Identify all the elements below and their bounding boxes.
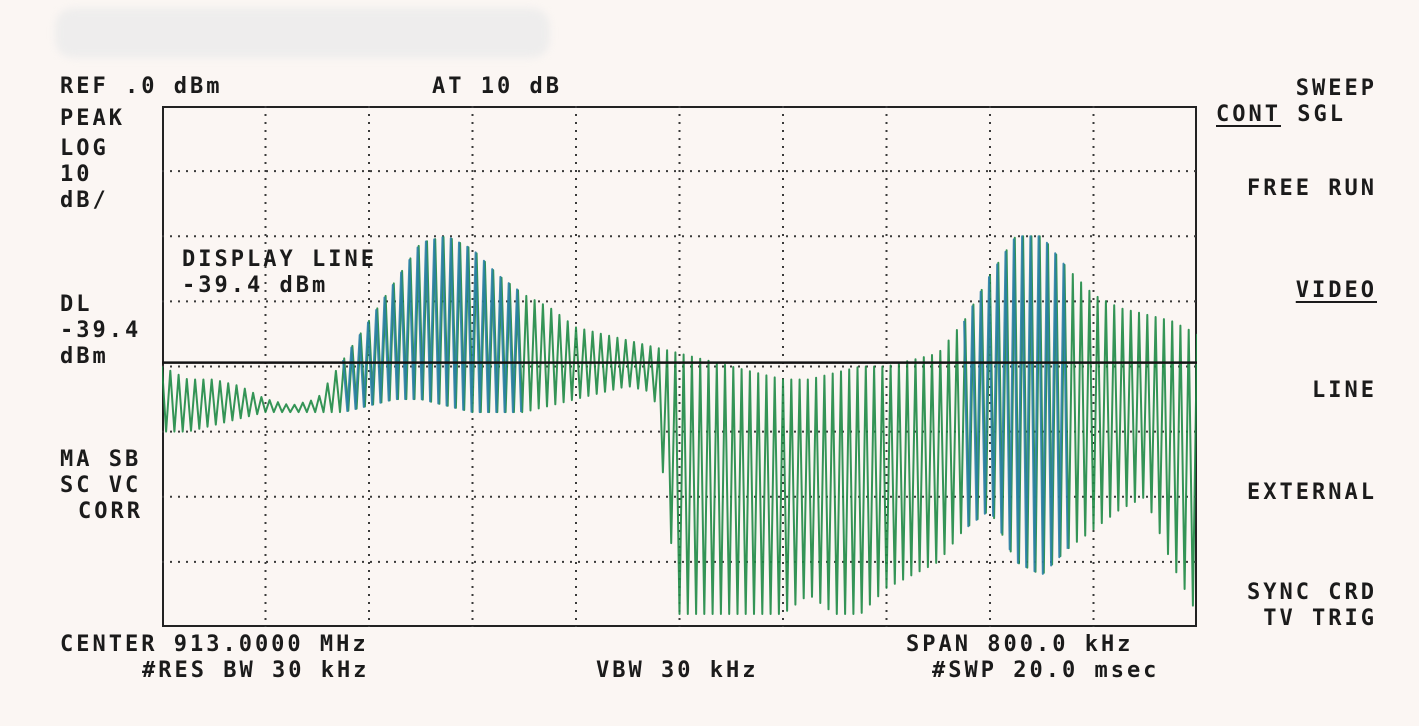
- dl-label: DL: [60, 292, 93, 317]
- rbw-label: #RES BW 30 kHz: [142, 658, 370, 683]
- attenuation-label: AT 10 dB: [432, 74, 562, 99]
- span-label: SPAN 800.0 kHz: [906, 632, 1134, 657]
- scale-unit-label: dB/: [60, 188, 109, 213]
- detector-label: PEAK: [60, 106, 125, 131]
- softkey-sync-crd[interactable]: SYNC CRD: [1247, 580, 1377, 605]
- vbw-label: VBW 30 kHz: [596, 658, 759, 683]
- softkey-sweep-title: SWEEP: [1295, 76, 1377, 101]
- softkey-line[interactable]: LINE: [1312, 378, 1377, 403]
- display-line-annotation-value: -39.4 dBm: [182, 273, 328, 298]
- trace-green-line: [162, 235, 1197, 615]
- softkey-sgl[interactable]: SGL: [1297, 102, 1346, 127]
- status-sc-vc: SC VC: [60, 473, 142, 498]
- softkey-sweep[interactable]: CONT SGL: [1216, 102, 1346, 128]
- dl-unit: dBm: [60, 344, 109, 369]
- dl-value: -39.4: [60, 318, 142, 343]
- softkey-free-run[interactable]: FREE RUN: [1247, 176, 1377, 201]
- softkey-video[interactable]: VIDEO: [1295, 278, 1377, 303]
- trace-blue-peak-right: [963, 235, 1069, 575]
- spectrum-plot: DISPLAY LINE -39.4 dBm: [162, 106, 1197, 627]
- softkey-external[interactable]: EXTERNAL: [1247, 480, 1377, 505]
- status-ma-sb: MA SB: [60, 447, 142, 472]
- status-corr: CORR: [78, 499, 143, 524]
- trace-blue-peak-left: [342, 236, 523, 414]
- trace: [162, 235, 1197, 615]
- scale-value-label: 10: [60, 162, 93, 187]
- center-frequency-label: CENTER 913.0000 MHz: [60, 632, 369, 657]
- reference-level-label: REF .0 dBm: [60, 74, 223, 99]
- scale-type-label: LOG: [60, 136, 109, 161]
- softkey-tv-trig[interactable]: TV TRIG: [1263, 606, 1377, 631]
- sweep-time-label: #SWP 20.0 msec: [932, 658, 1160, 683]
- display-line-annotation-title: DISPLAY LINE: [182, 247, 377, 272]
- softkey-cont[interactable]: CONT: [1216, 102, 1281, 127]
- paper-scuff: [55, 8, 550, 58]
